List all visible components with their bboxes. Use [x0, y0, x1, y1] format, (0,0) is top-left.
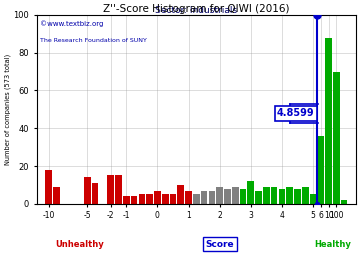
Text: 4.8599: 4.8599	[277, 108, 315, 118]
Bar	[139, 194, 145, 204]
Bar	[216, 187, 223, 204]
Bar	[45, 170, 52, 204]
Bar	[271, 187, 278, 204]
Text: The Research Foundation of SUNY: The Research Foundation of SUNY	[40, 38, 147, 43]
Bar	[92, 183, 99, 204]
Bar	[255, 191, 262, 204]
Bar	[240, 189, 246, 204]
Bar	[232, 187, 239, 204]
Y-axis label: Number of companies (573 total): Number of companies (573 total)	[4, 54, 11, 165]
Bar	[53, 187, 60, 204]
Bar	[341, 200, 347, 204]
Bar	[287, 187, 293, 204]
Bar	[170, 194, 176, 204]
Bar	[247, 181, 254, 204]
Bar	[147, 194, 153, 204]
Bar	[123, 196, 130, 204]
Bar	[318, 136, 324, 204]
Bar	[208, 191, 215, 204]
Bar	[177, 185, 184, 204]
Bar	[162, 194, 168, 204]
Bar	[325, 38, 332, 204]
Bar	[310, 194, 316, 204]
Text: Unhealthy: Unhealthy	[55, 240, 104, 249]
Bar	[279, 189, 285, 204]
Bar	[294, 189, 301, 204]
Bar	[263, 187, 270, 204]
Bar	[131, 196, 138, 204]
Text: Sector: Industrials: Sector: Industrials	[155, 6, 237, 15]
Title: Z''-Score Histogram for QIWI (2016): Z''-Score Histogram for QIWI (2016)	[103, 4, 289, 14]
Bar	[107, 176, 114, 204]
Text: Score: Score	[205, 240, 234, 249]
Bar	[84, 177, 91, 204]
Bar	[224, 189, 231, 204]
Bar	[333, 72, 340, 204]
Bar	[154, 191, 161, 204]
Bar	[302, 187, 309, 204]
Bar	[115, 176, 122, 204]
Text: Healthy: Healthy	[314, 240, 351, 249]
Bar	[185, 191, 192, 204]
Bar	[201, 191, 207, 204]
Bar	[193, 194, 200, 204]
Text: ©www.textbiz.org: ©www.textbiz.org	[40, 21, 103, 27]
